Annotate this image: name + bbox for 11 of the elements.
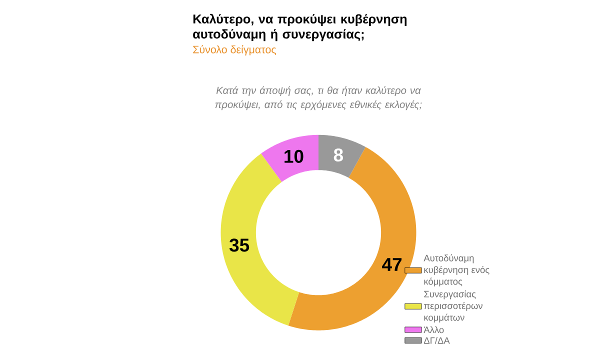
data-label: 8 [334,148,343,162]
chart-subtitle: Σύνολο δείγματος [193,45,276,56]
chart-title: Καλύτερο, να προκύψει κυβέρνηση αυτοδύναμη ή συνεργασίας; [193,14,407,42]
legend-label: ΔΓ/ΔΑ [424,337,450,344]
data-label: 47 [382,258,402,271]
legend-label: Αυτοδύναμη κυβέρνηση ενός κόμματος [424,254,490,287]
data-label: 10 [284,150,304,164]
text: Κατά την άποψή σας, τι θα ήταν καλύτερο να προκύψει, από τις ερχόμενες εθνικές εκλογές; [215,86,422,110]
legend-label: Άλλο [424,326,444,334]
legend-label: Συνεργασίας περισσοτέρων κομμάτων [424,290,482,323]
data-label: 35 [229,238,250,252]
